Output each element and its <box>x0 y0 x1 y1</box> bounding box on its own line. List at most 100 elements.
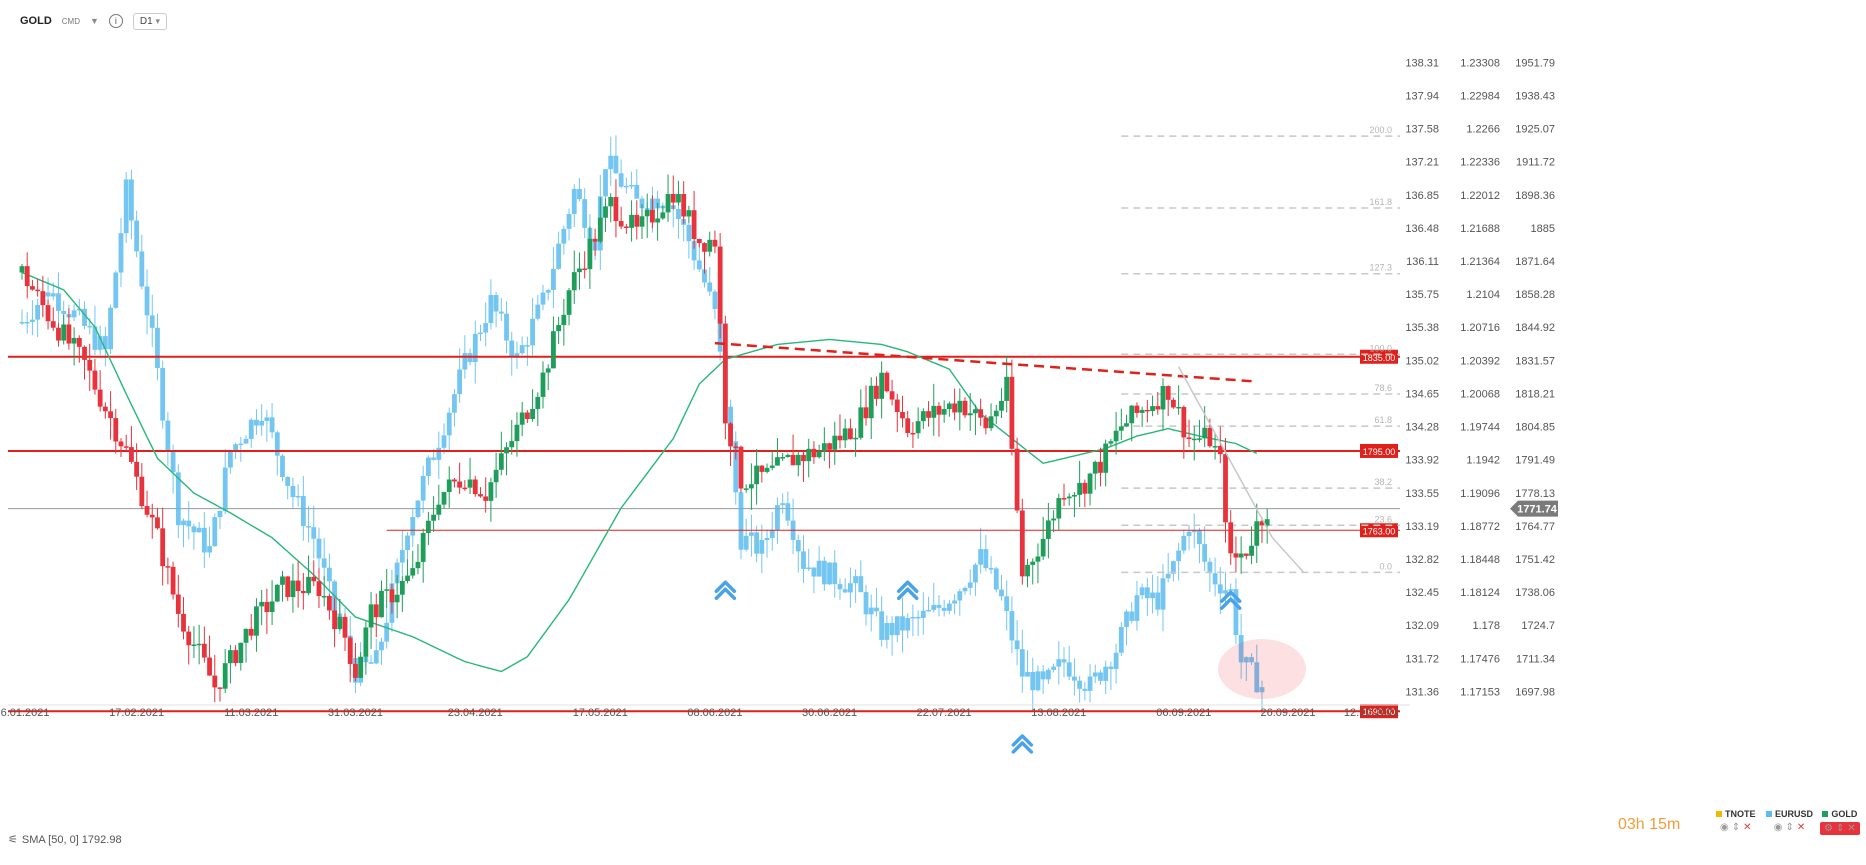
eurusd-candle <box>868 607 874 615</box>
legend-gold[interactable]: GOLD ⚙ ⇕ ✕ <box>1820 809 1860 835</box>
y-tick-label: 138.31 <box>1405 57 1439 69</box>
eye-icon[interactable]: ◉ <box>1719 822 1729 833</box>
eurusd-candle <box>696 260 702 270</box>
gold-candle <box>274 584 280 602</box>
symbol-name[interactable]: GOLD <box>20 15 52 27</box>
gold-candle <box>248 628 254 636</box>
sma-line <box>21 271 1258 673</box>
eurusd-candle <box>1087 676 1093 691</box>
gold-candle <box>431 514 436 521</box>
gold-candle <box>280 576 285 585</box>
gold-candle <box>1040 538 1046 557</box>
gold-candle <box>19 266 25 273</box>
chevron-down-icon[interactable]: ▼ <box>90 16 99 26</box>
eurusd-candle <box>941 607 947 611</box>
gold-candle <box>144 506 150 515</box>
eurusd-candle <box>889 623 895 636</box>
gold-candle <box>24 266 30 287</box>
gold-candle <box>238 642 244 663</box>
gold-candle <box>894 399 900 413</box>
legend-tnote[interactable]: TNOTE ◉ ⇕ ✕ <box>1716 809 1756 833</box>
gold-candle <box>40 291 46 306</box>
y-tick-label: 1724.7 <box>1521 620 1555 632</box>
eurusd-candle <box>311 527 317 539</box>
eurusd-candle <box>842 589 848 593</box>
reorder-icon[interactable]: ⇕ <box>1785 822 1794 833</box>
eurusd-candle <box>1228 589 1234 591</box>
eye-icon[interactable]: ◉ <box>1773 822 1783 833</box>
eurusd-candle <box>1155 592 1161 610</box>
fib-label: 23.6 <box>1374 514 1392 524</box>
close-icon[interactable]: ✕ <box>1743 822 1752 833</box>
eurusd-candle <box>561 228 567 244</box>
gold-candle <box>264 601 270 612</box>
gold-candle <box>754 465 760 485</box>
gold-candle <box>160 528 166 567</box>
info-icon[interactable]: i <box>108 14 123 28</box>
eurusd-candle <box>196 527 202 533</box>
gold-candle <box>597 217 603 242</box>
eurusd-candle <box>1202 544 1208 562</box>
gold-candle <box>670 194 676 203</box>
gold-candle <box>816 451 822 458</box>
settings-icon[interactable]: ⚙ <box>1824 823 1833 834</box>
timeframe-select[interactable]: D1 ▾ <box>132 12 168 30</box>
legend-swatch <box>1822 811 1829 817</box>
eurusd-candle <box>837 584 843 590</box>
eurusd-candle <box>113 272 119 308</box>
gold-candle <box>957 400 963 413</box>
close-icon[interactable]: ✕ <box>1796 822 1806 833</box>
timer-minutes-unit: m <box>1666 816 1681 833</box>
gold-candle <box>1025 564 1030 577</box>
eurusd-candle <box>498 311 504 314</box>
gold-candle <box>967 413 973 416</box>
eurusd-candle <box>295 496 301 498</box>
eurusd-candle <box>207 546 212 553</box>
eurusd-candle <box>1025 672 1030 677</box>
reorder-icon[interactable]: ⇕ <box>1835 823 1845 834</box>
y-tick-label: 132.45 <box>1405 587 1439 599</box>
current-price-label: 1771.74 <box>1517 504 1558 516</box>
eurusd-candle <box>300 496 306 527</box>
fib-label: 100.0 <box>1369 343 1392 353</box>
y-tick-label: 1.18448 <box>1460 554 1500 566</box>
gold-candle <box>769 465 775 468</box>
y-tick-label: 1791.49 <box>1515 455 1555 467</box>
eurusd-candle <box>1254 662 1260 693</box>
x-tick-label: 31.03.2021 <box>328 707 383 719</box>
fib-label: 38.2 <box>1374 477 1392 487</box>
eurusd-candle <box>30 319 35 322</box>
y-tick-label: 1.21364 <box>1460 256 1500 268</box>
legend-swatch <box>1766 811 1772 817</box>
timeframe-value: D1 <box>139 15 153 27</box>
chart-header: GOLD CMD ▼ i D1 ▾ <box>0 0 168 42</box>
gold-candle <box>493 469 499 483</box>
eurusd-candle <box>1082 688 1088 691</box>
x-tick-label: 30.06.2021 <box>802 707 857 719</box>
eurusd-candle <box>379 641 384 651</box>
gold-candle <box>410 568 416 576</box>
gold-candle <box>962 400 968 416</box>
indicator-legend[interactable]: ⚟ SMA [50, 0] 1792.98 <box>8 833 122 847</box>
reorder-icon[interactable]: ⇕ <box>1731 822 1741 833</box>
eurusd-candle <box>1019 649 1025 677</box>
eurusd-candle <box>97 336 103 350</box>
eurusd-candle <box>1077 680 1083 689</box>
gold-candle <box>478 494 483 497</box>
gold-candle <box>889 391 895 400</box>
gold-candle <box>295 580 301 591</box>
eurusd-candle <box>1150 592 1155 599</box>
close-icon[interactable]: ✕ <box>1847 823 1856 834</box>
highlight-ellipse <box>1217 639 1306 700</box>
gold-candle <box>561 314 567 326</box>
eurusd-candle <box>1217 584 1223 594</box>
gold-candle <box>1202 427 1208 439</box>
gold-candle <box>540 372 546 397</box>
gold-candle <box>326 595 332 611</box>
eurusd-candle <box>806 567 812 570</box>
fib-label: 200.0 <box>1369 125 1392 135</box>
gold-candle <box>1045 520 1051 539</box>
legend-eurusd[interactable]: EURUSD ◉ ⇕ ✕ <box>1766 809 1813 833</box>
y-tick-label: 1831.57 <box>1515 355 1555 367</box>
